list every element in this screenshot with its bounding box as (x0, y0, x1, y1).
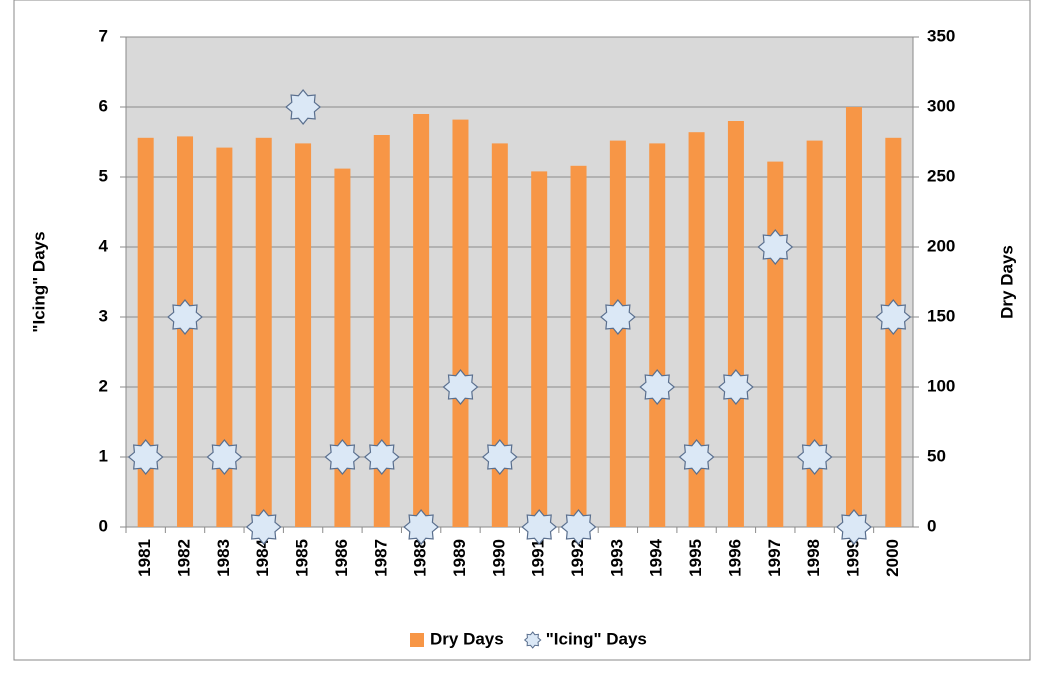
x-tick-label: 1989 (450, 539, 469, 577)
star-marker (481, 439, 518, 475)
x-tick-label: 1993 (607, 539, 626, 577)
star-marker (363, 439, 400, 475)
plot-area (126, 37, 913, 527)
star-marker (678, 439, 715, 475)
y-tick-label: 5 (99, 166, 108, 185)
star-marker (245, 509, 282, 545)
star-marker (875, 299, 912, 335)
y2-tick-label: 300 (927, 96, 955, 115)
star-marker (285, 89, 322, 125)
bar (570, 165, 587, 528)
x-tick-label: 1986 (332, 539, 351, 577)
y2-tick-label: 100 (927, 376, 955, 395)
bar (649, 143, 666, 527)
bar (373, 135, 390, 527)
x-tick-label: 1987 (371, 539, 390, 577)
legend-label: Dry Days (430, 629, 504, 648)
x-tick-label: 1994 (647, 538, 666, 576)
star-marker (796, 439, 833, 475)
star-marker (127, 439, 164, 475)
y-tick-label: 1 (99, 446, 108, 465)
star-marker (717, 369, 754, 405)
star-marker (167, 299, 203, 335)
x-tick-label: 1981 (135, 539, 154, 577)
bar (727, 121, 744, 527)
x-tick-label: 1983 (214, 539, 233, 577)
star-marker (757, 229, 794, 265)
star-marker (442, 369, 479, 405)
legend-swatch (410, 633, 424, 647)
star-marker (560, 509, 597, 545)
bar (845, 107, 862, 527)
bar (767, 161, 784, 527)
bar (806, 140, 823, 527)
y2-tick-label: 350 (927, 26, 955, 45)
x-tick-label: 1999 (843, 539, 862, 577)
y-tick-label: 6 (99, 96, 108, 115)
bar (216, 147, 233, 527)
y-tick-label: 0 (99, 516, 108, 535)
y2-tick-label: 150 (927, 306, 955, 325)
star-marker (206, 439, 243, 475)
x-tick-label: 1992 (568, 539, 587, 577)
y-tick-label: 3 (99, 306, 108, 325)
bar (531, 171, 548, 527)
y2-axis-label: Dry Days (997, 245, 1016, 319)
bar (688, 132, 705, 527)
star-marker (836, 509, 872, 545)
y2-tick-label: 250 (927, 166, 955, 185)
x-tick-label: 1984 (253, 538, 272, 576)
y2-tick-label: 50 (927, 446, 946, 465)
y-tick-label: 7 (99, 26, 108, 45)
bar (491, 143, 508, 527)
y2-tick-label: 200 (927, 236, 955, 255)
bar (334, 168, 351, 527)
bar (295, 143, 312, 527)
x-tick-label: 1985 (293, 539, 312, 577)
x-tick-label: 2000 (883, 539, 902, 577)
x-tick-label: 1996 (725, 539, 744, 577)
x-tick-label: 1991 (529, 539, 548, 577)
x-tick-label: 1997 (765, 539, 784, 577)
bar (137, 137, 154, 528)
star-marker (324, 439, 361, 475)
x-tick-label: 1998 (804, 539, 823, 577)
bar (413, 114, 430, 527)
star-marker (599, 299, 636, 335)
bar (255, 137, 272, 528)
x-tick-label: 1990 (489, 539, 508, 577)
y-axis-label: "Icing" Days (29, 231, 48, 332)
star-marker (639, 369, 676, 405)
y2-tick-label: 0 (927, 516, 936, 535)
legend-swatch (523, 631, 542, 649)
bar (452, 119, 469, 527)
legend-label: "Icing" Days (546, 629, 647, 648)
star-marker (521, 509, 558, 545)
y-tick-label: 2 (99, 376, 108, 395)
star-marker (403, 509, 440, 545)
x-tick-label: 1982 (175, 539, 194, 577)
y-tick-label: 4 (99, 236, 109, 255)
x-tick-label: 1988 (411, 539, 430, 577)
x-tick-label: 1995 (686, 539, 705, 577)
